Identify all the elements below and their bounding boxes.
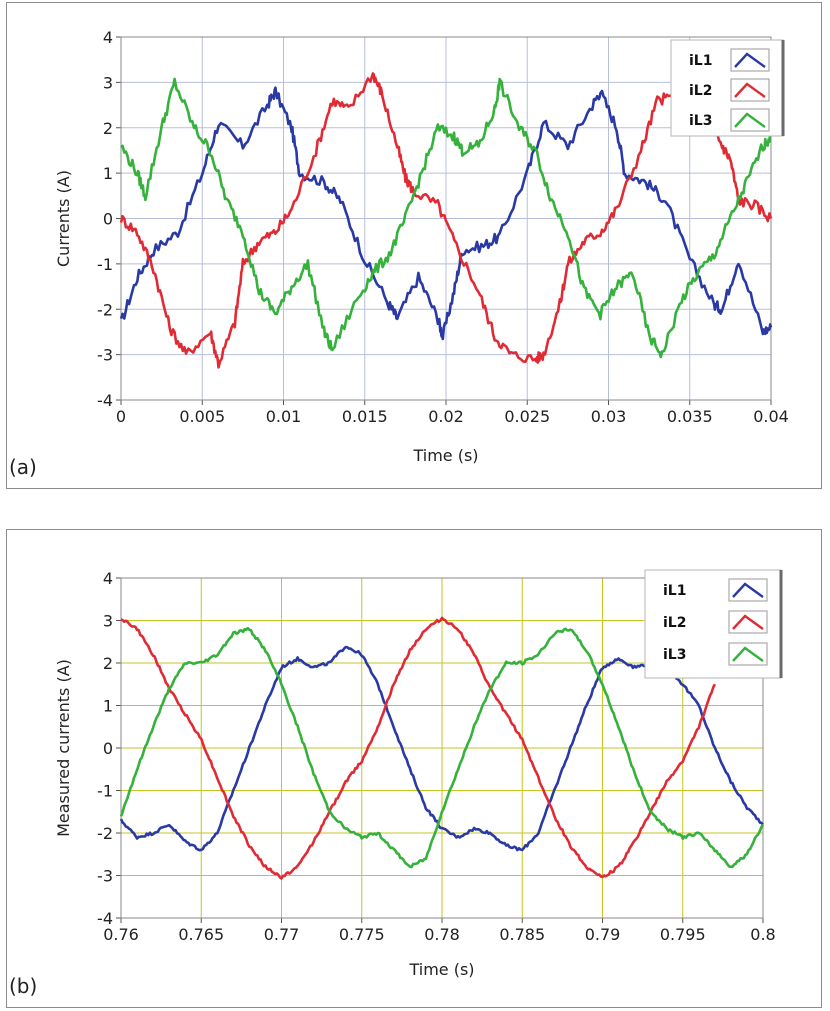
chart-panel-b: 0.76 0.765 0.77 0.775 0.78 0.785 0.79 0.795 0.8 -… <box>6 529 822 1008</box>
y-axis-title: Measured currents (A) <box>54 659 73 837</box>
legend-swatch-box <box>730 48 770 72</box>
y-tick-label: 3 <box>103 73 113 92</box>
legend-label-il1: iL1 <box>689 53 712 69</box>
legend-swatch-box <box>730 78 770 102</box>
x-tick-label: 0.005 <box>179 407 225 426</box>
plot-frame-b <box>120 577 764 919</box>
x-tick-label: 0.035 <box>667 407 713 426</box>
x-tick-label: 0.02 <box>428 407 464 426</box>
chart-a-svg: 0 0.005 0.01 0.015 0.02 0.025 0.03 0.035 0.04 -4 -… <box>54 28 789 465</box>
legend-swatch-box <box>728 642 768 666</box>
legend-label-il3: iL3 <box>663 647 686 663</box>
x-tick-label: 0.765 <box>178 925 224 944</box>
legend-swatch-il3 <box>734 112 766 128</box>
y-tick-label: 1 <box>103 697 113 716</box>
legend-swatch-il2 <box>734 82 766 98</box>
chart-b-svg: 0.76 0.765 0.77 0.775 0.78 0.785 0.79 0.795 0.8 -… <box>54 569 783 979</box>
y-tick-label: -4 <box>97 909 113 928</box>
series-line-il3 <box>119 626 765 869</box>
legend-b: iL1 iL2 iL3 <box>644 569 783 679</box>
legend-swatch-box <box>730 108 770 132</box>
x-axis-title: Time (s) <box>412 446 478 465</box>
series-line-il1 <box>119 86 773 341</box>
y-tick-label: -2 <box>97 300 113 319</box>
chart-panel-a: 0 0.005 0.01 0.015 0.02 0.025 0.03 0.035 0.04 -4 -… <box>6 2 822 489</box>
legend-a: iL1 iL2 iL3 <box>670 39 785 137</box>
y-tick-label: -4 <box>97 391 113 410</box>
x-tick-label: 0.78 <box>424 925 460 944</box>
y-tick-label: -1 <box>97 255 113 274</box>
legend-swatch-il1 <box>734 52 766 68</box>
legend-swatch-box <box>728 610 768 634</box>
x-tick-label: 0.03 <box>591 407 627 426</box>
series-line-il3 <box>120 77 773 359</box>
legend-label-il1: iL1 <box>663 583 686 599</box>
y-tick-label: 2 <box>103 119 113 138</box>
series-line-il2 <box>120 616 717 880</box>
y-tick-label: 0 <box>103 210 113 229</box>
panel-label-b: (b) <box>9 974 38 998</box>
y-tick-label: -1 <box>97 782 113 801</box>
y-tick-label: 3 <box>103 612 113 631</box>
y-tick-label: -3 <box>97 346 113 365</box>
y-tick-label: 4 <box>103 28 113 47</box>
x-tick-label: 0.01 <box>266 407 302 426</box>
legend-label-il2: iL2 <box>663 615 686 631</box>
legend-swatch-il1 <box>732 582 764 598</box>
x-tick-label: 0.795 <box>660 925 706 944</box>
x-tick-label: 0.025 <box>504 407 550 426</box>
legend-swatch-il2 <box>732 614 764 630</box>
y-tick-label: 2 <box>103 654 113 673</box>
x-tick-label: 0 <box>116 407 126 426</box>
x-tick-label: 0.76 <box>103 925 139 944</box>
x-tick-label: 0.77 <box>264 925 300 944</box>
x-tick-label: 0.015 <box>342 407 388 426</box>
panel-label-a: (a) <box>9 455 37 479</box>
x-tick-label: 0.04 <box>753 407 789 426</box>
y-tick-label: 1 <box>103 164 113 183</box>
x-tick-label: 0.79 <box>585 925 621 944</box>
x-tick-label: 0.8 <box>750 925 775 944</box>
legend-label-il2: iL2 <box>689 83 712 99</box>
legend-label-il3: iL3 <box>689 113 712 129</box>
y-tick-label: -2 <box>97 824 113 843</box>
y-tick-label: 4 <box>103 569 113 588</box>
legend-swatch-il3 <box>732 646 764 662</box>
y-tick-label: 0 <box>103 739 113 758</box>
legend-swatch-box <box>728 578 768 602</box>
y-axis-title: Currents (A) <box>54 170 73 267</box>
x-tick-label: 0.775 <box>339 925 385 944</box>
x-axis-title: Time (s) <box>408 960 474 979</box>
x-tick-label: 0.785 <box>499 925 545 944</box>
y-tick-label: -3 <box>97 867 113 886</box>
